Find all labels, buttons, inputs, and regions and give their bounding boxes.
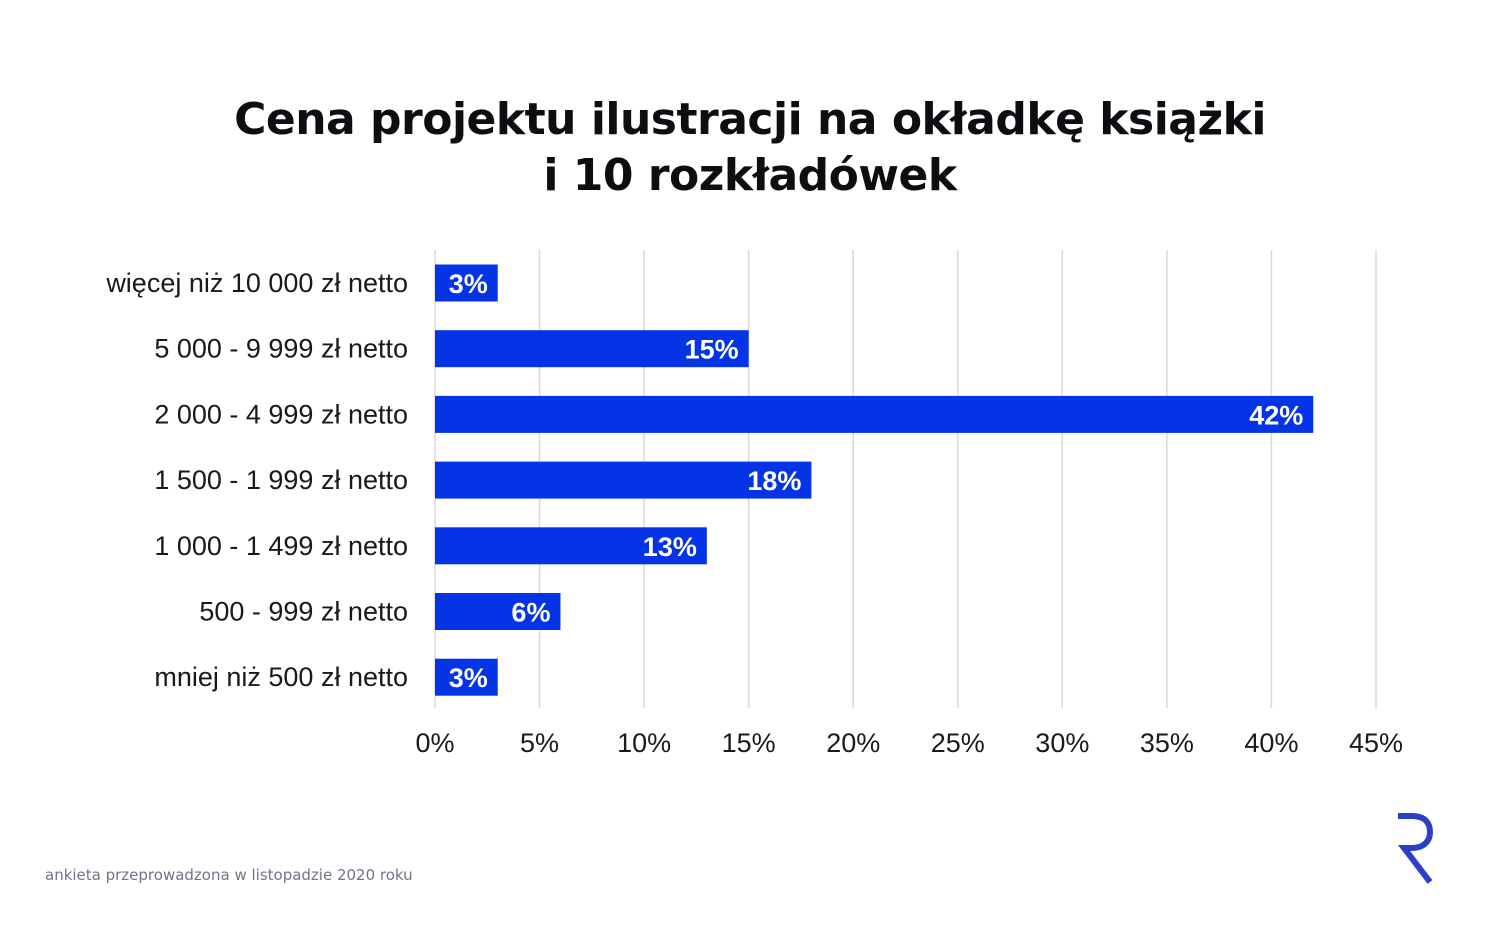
x-tick-label: 0% — [415, 728, 454, 758]
bar-value-label: 15% — [685, 335, 739, 365]
category-label: 2 000 - 4 999 zł netto — [154, 399, 408, 429]
chart-title: Cena projektu ilustracji na okładkę ksią… — [0, 92, 1500, 204]
category-label: 5 000 - 9 999 zł netto — [154, 334, 408, 364]
x-tick-label: 30% — [1035, 728, 1089, 758]
x-tick-label: 10% — [617, 728, 671, 758]
bar — [435, 395, 1314, 433]
x-tick-label: 25% — [931, 728, 985, 758]
bars: 3% 15% 42% 18% 13% 6% 3% — [435, 264, 1314, 696]
x-tick-label: 20% — [826, 728, 880, 758]
chart-title-line-1: Cena projektu ilustracji na okładkę ksią… — [234, 94, 1266, 145]
category-labels: więcej niż 10 000 zł netto 5 000 - 9 999 … — [105, 268, 408, 692]
category-label: mniej niż 500 zł netto — [154, 662, 408, 692]
bar-value-label: 3% — [449, 663, 488, 693]
bar — [435, 330, 749, 368]
bar — [435, 593, 561, 630]
bar — [435, 461, 812, 499]
bar — [435, 658, 498, 696]
x-axis-tick-labels: 0% 5% 10% 15% 20% 25% 30% 35% 40% 45% — [415, 728, 1403, 758]
x-tick-label: 15% — [722, 728, 776, 758]
category-label: 1 000 - 1 499 zł netto — [154, 531, 408, 561]
category-label: 1 500 - 1 999 zł netto — [154, 465, 408, 495]
footnote: ankieta przeprowadzona w listopadzie 202… — [45, 866, 413, 884]
bar-value-label: 18% — [747, 466, 801, 496]
category-label: 500 - 999 zł netto — [199, 597, 408, 627]
bar — [435, 527, 707, 565]
r-logo-icon — [1397, 813, 1434, 884]
bar-value-label: 6% — [511, 598, 550, 628]
x-tick-label: 35% — [1140, 728, 1194, 758]
bar-value-label: 3% — [449, 269, 488, 299]
x-tick-label: 5% — [520, 728, 559, 758]
bar — [435, 264, 498, 302]
chart-title-line-2: i 10 rozkładówek — [543, 150, 957, 201]
category-label: więcej niż 10 000 zł netto — [105, 268, 408, 298]
x-tick-label: 45% — [1349, 728, 1403, 758]
bar-value-label: 13% — [643, 532, 697, 562]
bar-value-label: 42% — [1249, 400, 1303, 430]
x-tick-label: 40% — [1244, 728, 1298, 758]
